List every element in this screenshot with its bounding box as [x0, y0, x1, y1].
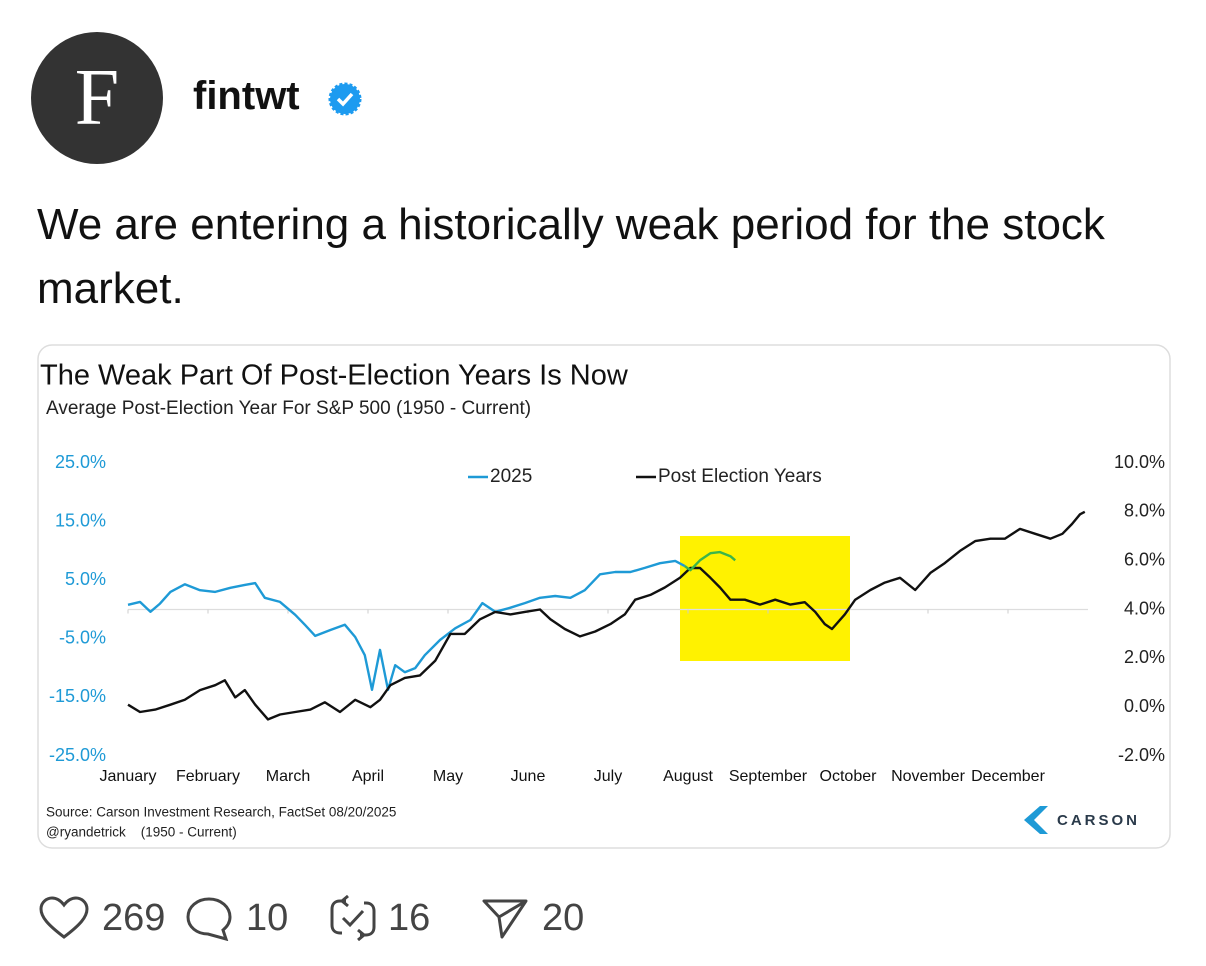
chart-card [37, 344, 1171, 849]
highlight-box [680, 536, 850, 661]
x-tick-label: May [433, 768, 463, 785]
series-line [684, 550, 736, 572]
author-name[interactable]: fintwt [193, 74, 300, 118]
y-tick-label: -5.0% [59, 628, 106, 648]
x-tick-label: March [266, 768, 310, 785]
x-tick-label: June [511, 768, 546, 785]
x-tick-label: August [663, 768, 713, 785]
chart-title: The Weak Part Of Post-Election Years Is … [40, 360, 629, 392]
y-tick-label: 5.0% [65, 569, 106, 589]
y-tick-label: -25.0% [49, 745, 106, 765]
y2-tick-label: 2.0% [1124, 647, 1165, 667]
y2-tick-label: 10.0% [1114, 452, 1165, 472]
source-note: Source: Carson Investment Research, Fact… [46, 805, 396, 820]
verified-badge [328, 82, 362, 116]
x-tick-label: April [352, 768, 384, 785]
reply-count: 10 [246, 896, 289, 939]
repost-count: 16 [388, 896, 431, 939]
legend-label: Post Election Years [658, 466, 822, 487]
x-tick-label: October [820, 768, 878, 785]
y-tick-label: -15.0% [49, 686, 106, 706]
chart-subtitle: Average Post-Election Year For S&P 500 (… [46, 398, 531, 419]
like-icon[interactable] [38, 895, 90, 941]
reply-icon[interactable] [184, 895, 234, 941]
x-tick-label: July [594, 768, 622, 785]
share-icon[interactable] [480, 895, 530, 941]
brand-logo [1024, 806, 1048, 834]
legend-label: 2025 [490, 466, 532, 487]
y2-tick-label: 4.0% [1124, 598, 1165, 618]
y2-tick-label: -2.0% [1118, 745, 1165, 765]
x-tick-label: November [891, 768, 965, 785]
x-tick-label: September [729, 768, 808, 785]
x-tick-label: January [100, 768, 157, 785]
chart: The Weak Part Of Post-Election Years Is … [37, 344, 1171, 849]
brand-name: CARSON [1057, 812, 1140, 829]
post-text: We are entering a historically weak peri… [37, 200, 1105, 313]
x-tick-label: February [176, 768, 240, 785]
like-count: 269 [102, 896, 166, 939]
series-line [127, 510, 1086, 721]
y2-tick-label: 0.0% [1124, 696, 1165, 716]
credit-note: @ryandetrick (1950 - Current) [46, 825, 237, 840]
action-bar: 269 10 16 20 [38, 895, 584, 941]
y2-tick-label: 8.0% [1124, 501, 1165, 521]
y2-tick-label: 6.0% [1124, 549, 1165, 569]
share-count: 20 [542, 896, 585, 939]
repost-icon[interactable] [328, 895, 378, 941]
y-tick-label: 25.0% [55, 452, 106, 472]
x-tick-label: December [971, 768, 1045, 785]
y-tick-label: 15.0% [55, 510, 106, 530]
avatar[interactable]: F [31, 32, 163, 164]
